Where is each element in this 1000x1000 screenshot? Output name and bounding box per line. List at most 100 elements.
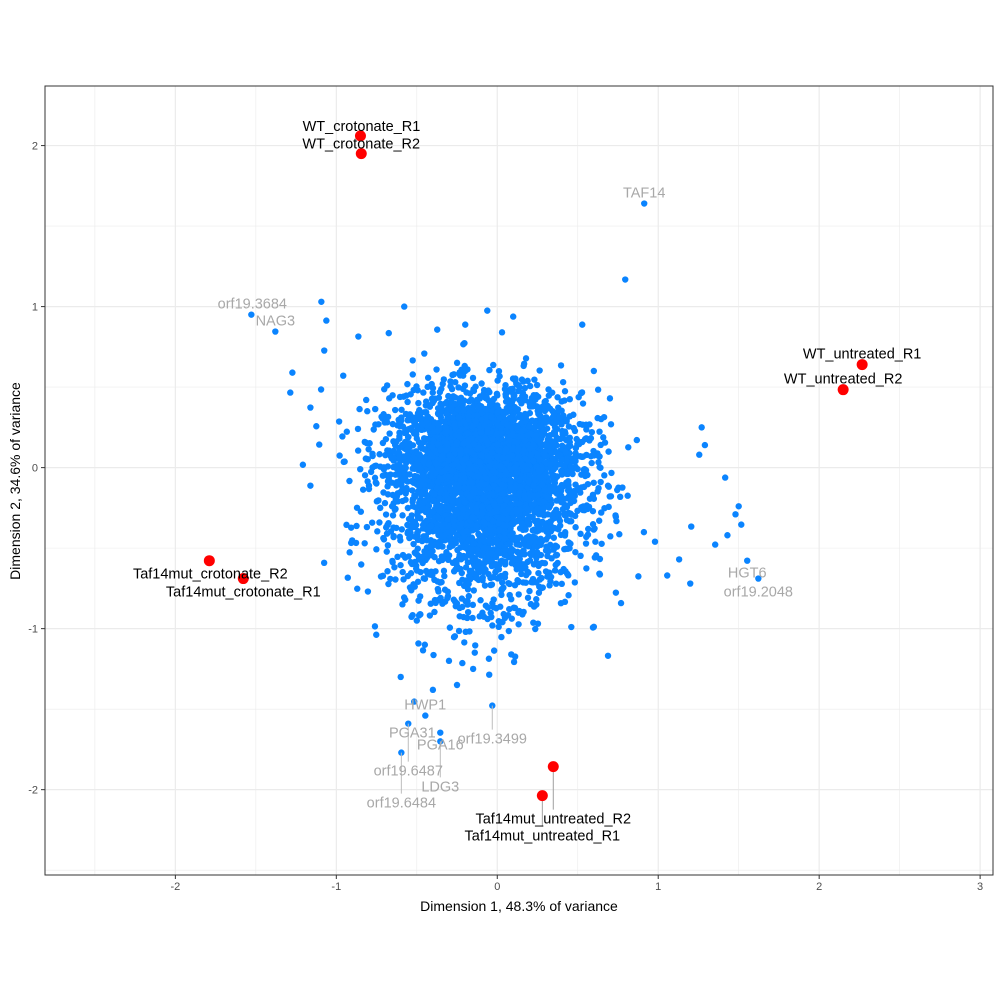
gene-point <box>504 421 511 429</box>
gene-point <box>506 541 513 548</box>
gene-point <box>454 546 461 554</box>
gene-point <box>429 467 436 474</box>
gene-point <box>497 603 504 610</box>
gene-point <box>402 596 409 603</box>
axis-ticks: -2 -1 0 1 2 3 -2 -1 0 1 2 <box>28 141 983 893</box>
gene-point <box>522 526 529 533</box>
gene-point <box>307 482 314 489</box>
gene-point <box>583 426 590 433</box>
gene-point <box>484 604 492 611</box>
gene-point <box>421 641 429 648</box>
gene-point <box>509 530 516 537</box>
gene-point <box>564 443 571 451</box>
gene-point <box>452 507 460 515</box>
gene-point <box>529 400 537 407</box>
gene-point <box>399 512 406 519</box>
gene-point <box>526 382 534 390</box>
gene-point <box>396 449 403 457</box>
x-tick-label: 1 <box>655 881 661 893</box>
gene-point <box>523 534 530 542</box>
gene-point <box>405 433 412 441</box>
gene-point <box>382 511 390 518</box>
gene-point <box>474 412 481 419</box>
gene-point <box>354 585 361 592</box>
labeled-gene-point <box>422 712 429 719</box>
gene-point <box>524 594 532 601</box>
gene-point <box>394 553 401 561</box>
gene-point <box>472 417 480 425</box>
gene-point <box>392 471 399 478</box>
gene-point <box>404 398 411 406</box>
gene-point <box>498 481 506 488</box>
gene-point <box>535 466 542 474</box>
labeled-gene-point <box>744 557 751 564</box>
gene-point <box>335 418 343 425</box>
gene-point <box>721 474 729 481</box>
gene-point <box>579 321 586 328</box>
gene-point <box>487 510 494 517</box>
gene-point <box>572 524 579 531</box>
gene-point <box>535 569 542 577</box>
gene-point <box>490 361 497 369</box>
gene-point <box>493 505 501 512</box>
gene-point <box>590 367 598 375</box>
gene-point <box>387 575 394 583</box>
sample-points <box>203 130 868 802</box>
gene-point <box>426 403 434 410</box>
gene-point <box>361 472 369 479</box>
gene-point <box>552 464 559 471</box>
sample-point <box>856 359 868 371</box>
gene-point <box>389 420 397 428</box>
gene-point <box>391 506 399 513</box>
gene-point <box>617 599 625 607</box>
gene-point <box>477 489 484 496</box>
gene-label: orf19.6487 <box>374 764 443 780</box>
gene-point <box>432 541 440 548</box>
gene-point <box>448 385 456 393</box>
gene-point <box>589 507 597 515</box>
gene-point <box>469 614 476 622</box>
gene-point <box>597 464 604 471</box>
gene-point <box>542 547 550 554</box>
gene-point <box>529 492 537 499</box>
gene-point <box>380 489 387 496</box>
gene-point <box>600 434 607 441</box>
gene-point <box>402 476 409 484</box>
gene-point <box>404 446 411 453</box>
gene-point <box>461 382 469 389</box>
gene-point <box>340 458 347 466</box>
gene-point <box>410 581 417 588</box>
gene-point <box>383 530 391 537</box>
gene-point <box>458 595 466 602</box>
gene-point <box>567 540 574 547</box>
gene-point <box>510 658 518 666</box>
gene-point <box>344 574 351 581</box>
gene-point <box>409 611 416 619</box>
gene-point <box>453 359 461 367</box>
gene-point <box>470 587 478 594</box>
gene-point <box>442 446 450 454</box>
gene-point <box>424 374 432 381</box>
y-tick-label: 2 <box>32 141 38 153</box>
gene-point <box>558 442 566 449</box>
sample-label: Taf14mut_crotonate_R2 <box>133 567 288 583</box>
gene-point <box>469 601 477 609</box>
gene-point <box>498 586 506 593</box>
gene-point <box>400 576 407 583</box>
gene-point <box>553 543 561 550</box>
gene-point <box>425 460 432 468</box>
gene-point <box>457 446 464 454</box>
gene-point <box>554 394 561 401</box>
gene-point <box>586 421 593 428</box>
gene-point <box>418 553 426 560</box>
gene-point <box>460 440 467 447</box>
gene-point <box>363 396 370 404</box>
gene-point <box>493 390 501 397</box>
gene-point <box>530 619 537 626</box>
gene-point <box>430 497 437 504</box>
gene-point <box>401 429 408 437</box>
gene-point <box>371 474 379 482</box>
gene-point <box>534 521 541 529</box>
gene-point <box>398 486 406 494</box>
gene-point <box>455 395 463 402</box>
